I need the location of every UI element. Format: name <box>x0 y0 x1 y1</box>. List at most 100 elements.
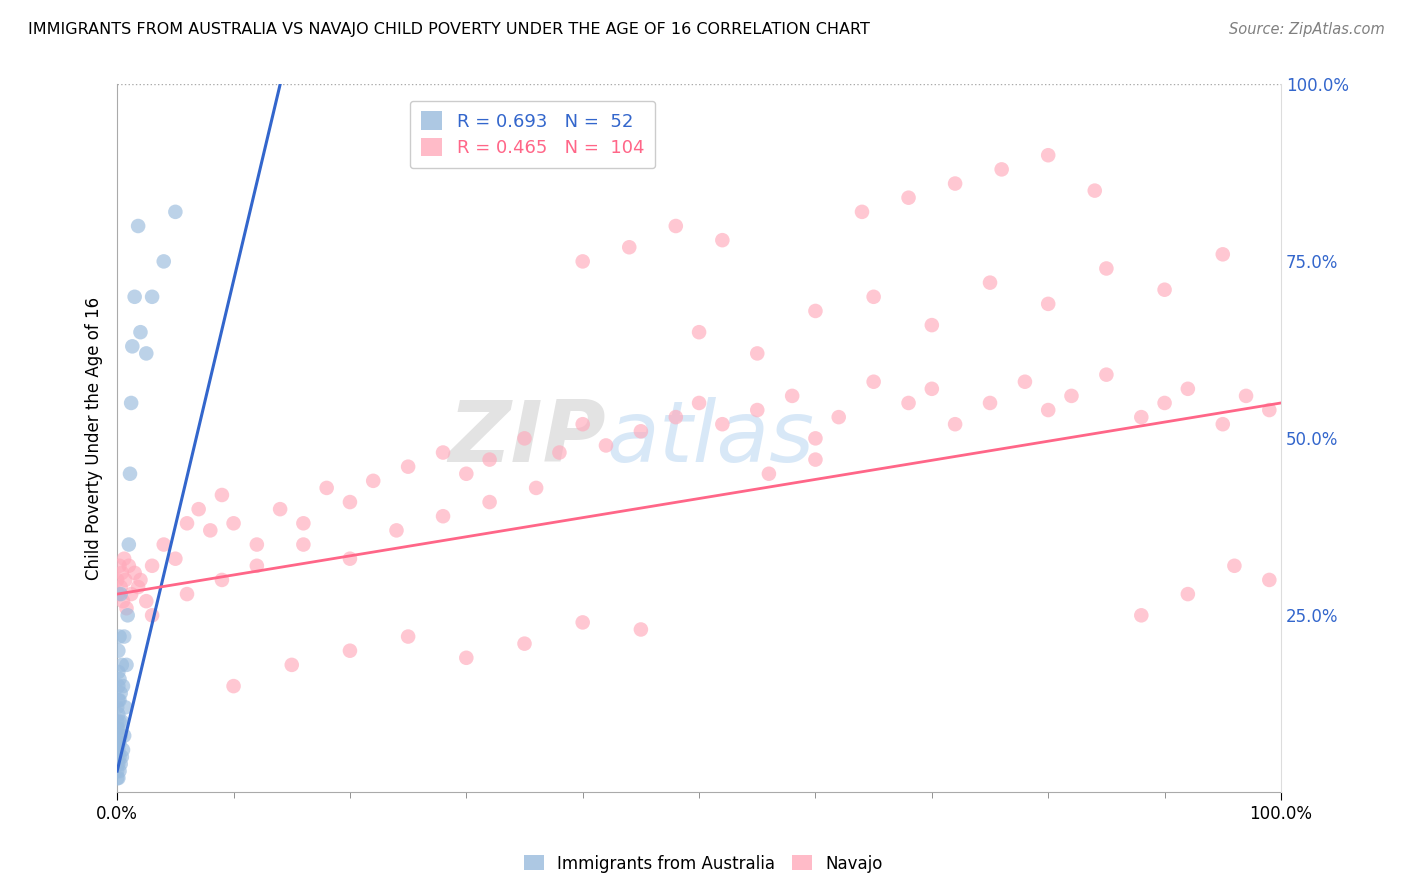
Point <box>110 686 132 700</box>
Point <box>246 558 269 573</box>
Point <box>1234 389 1257 403</box>
Point <box>1130 410 1153 425</box>
Point <box>688 396 710 410</box>
Point <box>1153 396 1175 410</box>
Point <box>1038 403 1060 417</box>
Point <box>1014 375 1036 389</box>
Point <box>619 240 641 254</box>
Point <box>108 672 131 686</box>
Point <box>1212 247 1234 261</box>
Text: ZIP: ZIP <box>449 397 606 480</box>
Point <box>105 771 128 785</box>
Legend: Immigrants from Australia, Navajo: Immigrants from Australia, Navajo <box>517 848 889 880</box>
Point <box>804 431 827 445</box>
Point <box>111 679 134 693</box>
Point <box>396 459 419 474</box>
Point <box>108 750 131 764</box>
Point <box>478 452 501 467</box>
Point <box>211 573 233 587</box>
Point <box>432 509 454 524</box>
Point <box>1258 403 1281 417</box>
Point <box>222 516 245 531</box>
Point <box>141 608 163 623</box>
Point <box>107 693 129 707</box>
Point <box>246 537 269 551</box>
Point <box>456 650 478 665</box>
Point <box>1095 368 1118 382</box>
Point <box>630 623 652 637</box>
Point <box>107 707 129 722</box>
Point <box>105 736 128 750</box>
Point <box>129 325 152 339</box>
Point <box>110 587 132 601</box>
Point <box>281 657 304 672</box>
Point <box>152 537 174 551</box>
Point <box>361 474 384 488</box>
Point <box>124 290 146 304</box>
Point <box>571 254 593 268</box>
Point <box>105 756 128 771</box>
Point <box>165 205 187 219</box>
Text: IMMIGRANTS FROM AUSTRALIA VS NAVAJO CHILD POVERTY UNDER THE AGE OF 16 CORRELATIO: IMMIGRANTS FROM AUSTRALIA VS NAVAJO CHIL… <box>28 22 870 37</box>
Point <box>711 417 734 432</box>
Point <box>1223 558 1246 573</box>
Point <box>127 580 149 594</box>
Point <box>804 452 827 467</box>
Point <box>105 764 128 778</box>
Point <box>665 219 688 233</box>
Point <box>105 700 128 714</box>
Point <box>110 580 132 594</box>
Y-axis label: Child Poverty Under the Age of 16: Child Poverty Under the Age of 16 <box>86 297 103 580</box>
Point <box>176 516 198 531</box>
Point <box>1095 261 1118 276</box>
Point <box>943 417 966 432</box>
Point <box>921 318 943 332</box>
Point <box>548 445 571 459</box>
Point <box>292 537 315 551</box>
Point <box>339 644 361 658</box>
Point <box>105 714 128 729</box>
Point <box>127 219 149 233</box>
Point <box>979 276 1001 290</box>
Point <box>118 467 141 481</box>
Point <box>111 566 134 580</box>
Point <box>1038 148 1060 162</box>
Point <box>747 346 769 360</box>
Point <box>117 608 139 623</box>
Point <box>595 438 617 452</box>
Point <box>108 736 131 750</box>
Point <box>990 162 1012 177</box>
Point <box>1212 417 1234 432</box>
Point <box>780 389 803 403</box>
Point <box>921 382 943 396</box>
Point <box>711 233 734 247</box>
Point <box>110 756 132 771</box>
Point <box>513 637 536 651</box>
Point <box>112 551 135 566</box>
Point <box>943 177 966 191</box>
Point <box>111 594 134 608</box>
Point <box>897 191 920 205</box>
Point <box>105 729 128 743</box>
Point <box>513 431 536 445</box>
Point <box>108 630 131 644</box>
Point <box>396 630 419 644</box>
Point <box>111 743 134 757</box>
Point <box>315 481 337 495</box>
Point <box>979 396 1001 410</box>
Point <box>478 495 501 509</box>
Point <box>758 467 780 481</box>
Point <box>152 254 174 268</box>
Point <box>107 665 129 679</box>
Point <box>110 729 132 743</box>
Point <box>105 573 128 587</box>
Point <box>862 375 884 389</box>
Point <box>456 467 478 481</box>
Point <box>211 488 233 502</box>
Point <box>114 573 136 587</box>
Point <box>108 558 131 573</box>
Point <box>108 764 131 778</box>
Point <box>385 524 408 538</box>
Point <box>1060 389 1083 403</box>
Point <box>1130 608 1153 623</box>
